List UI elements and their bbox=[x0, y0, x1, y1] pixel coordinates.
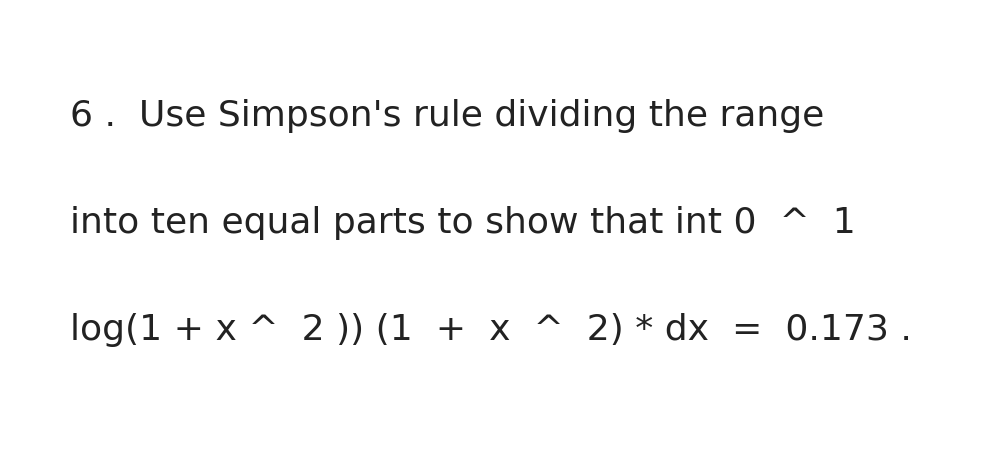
Text: 6 .  Use Simpson's rule dividing the range: 6 . Use Simpson's rule dividing the rang… bbox=[70, 99, 824, 133]
Text: log(1 + x ^  2 )) (1  +  x  ^  2) * dx  =  0.173 .: log(1 + x ^ 2 )) (1 + x ^ 2) * dx = 0.17… bbox=[70, 313, 911, 347]
Text: into ten equal parts to show that int 0  ^  1: into ten equal parts to show that int 0 … bbox=[70, 206, 855, 240]
